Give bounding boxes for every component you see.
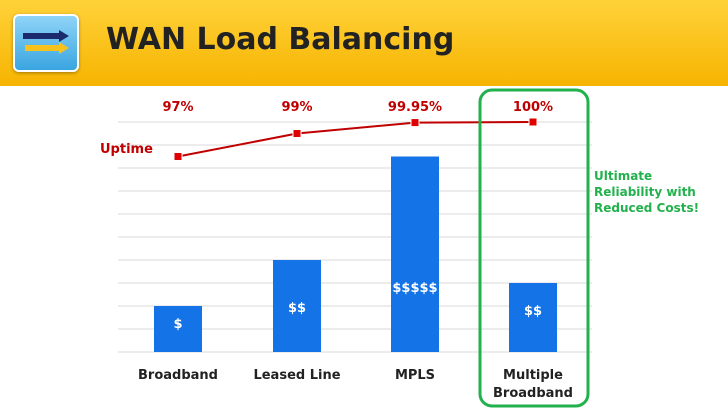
uptime-value-label: 99.95% bbox=[388, 100, 442, 115]
category-label: Broadband bbox=[138, 368, 218, 383]
category-label: Leased Line bbox=[253, 368, 340, 383]
bar bbox=[273, 260, 321, 352]
bar bbox=[154, 306, 202, 352]
page-title: WAN Load Balancing bbox=[106, 22, 455, 57]
arrows-logo-icon bbox=[13, 14, 79, 72]
bar-label: $ bbox=[173, 317, 182, 332]
uptime-marker bbox=[173, 152, 183, 161]
uptime-value-label: 99% bbox=[281, 100, 312, 115]
bar bbox=[509, 283, 557, 352]
category-label: Broadband bbox=[493, 386, 573, 401]
uptime-marker bbox=[292, 129, 302, 138]
title-banner bbox=[0, 0, 728, 86]
bar-label: $$$$$ bbox=[392, 281, 437, 296]
annotation-text: Reliability with bbox=[594, 185, 696, 199]
bar-label: $$ bbox=[524, 304, 542, 319]
uptime-value-label: 97% bbox=[162, 100, 193, 115]
category-label: Multiple bbox=[503, 368, 563, 383]
bar bbox=[391, 156, 439, 352]
category-label: MPLS bbox=[395, 368, 435, 383]
banner-divider bbox=[0, 86, 728, 88]
uptime-value-label: 100% bbox=[513, 100, 553, 115]
uptime-line bbox=[177, 121, 534, 158]
annotation-text: Reduced Costs! bbox=[594, 201, 699, 215]
uptime-series-label: Uptime bbox=[100, 142, 153, 157]
uptime-marker bbox=[410, 118, 420, 128]
uptime-marker bbox=[528, 117, 538, 127]
bar-label: $$ bbox=[288, 301, 306, 316]
annotation-text: Ultimate bbox=[594, 169, 652, 183]
highlight-box bbox=[478, 88, 590, 408]
